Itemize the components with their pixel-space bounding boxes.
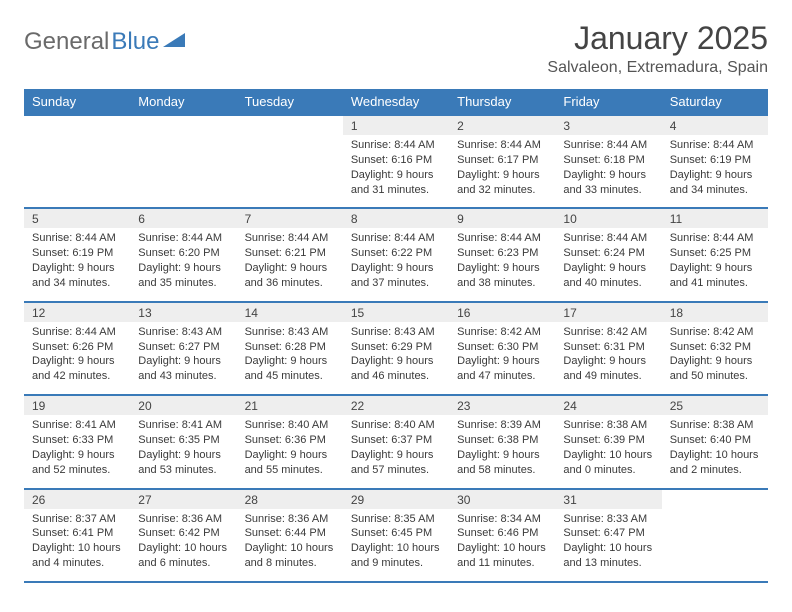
day-detail-cell: Sunrise: 8:44 AMSunset: 6:20 PMDaylight:… <box>130 228 236 301</box>
day-number-cell: 19 <box>24 395 130 415</box>
day-detail-cell: Sunrise: 8:44 AMSunset: 6:17 PMDaylight:… <box>449 135 555 208</box>
day-number-cell: 23 <box>449 395 555 415</box>
dayname-header: Tuesday <box>237 89 343 115</box>
day-number-cell: 11 <box>662 208 768 228</box>
day-number-cell: 27 <box>130 489 236 509</box>
day-number-cell <box>130 115 236 135</box>
day-detail-cell: Sunrise: 8:44 AMSunset: 6:22 PMDaylight:… <box>343 228 449 301</box>
day-number-cell: 16 <box>449 302 555 322</box>
day-detail-cell: Sunrise: 8:44 AMSunset: 6:26 PMDaylight:… <box>24 322 130 395</box>
day-number-cell <box>24 115 130 135</box>
day-detail-cell: Sunrise: 8:37 AMSunset: 6:41 PMDaylight:… <box>24 509 130 582</box>
dayname-header: Monday <box>130 89 236 115</box>
day-number-cell: 10 <box>555 208 661 228</box>
day-detail-cell: Sunrise: 8:39 AMSunset: 6:38 PMDaylight:… <box>449 415 555 488</box>
day-number-cell: 25 <box>662 395 768 415</box>
day-number-cell <box>237 115 343 135</box>
day-detail-cell: Sunrise: 8:36 AMSunset: 6:44 PMDaylight:… <box>237 509 343 582</box>
day-detail-cell: Sunrise: 8:35 AMSunset: 6:45 PMDaylight:… <box>343 509 449 582</box>
day-number-cell: 6 <box>130 208 236 228</box>
day-number-cell: 2 <box>449 115 555 135</box>
day-detail-cell: Sunrise: 8:38 AMSunset: 6:39 PMDaylight:… <box>555 415 661 488</box>
day-detail-cell: Sunrise: 8:44 AMSunset: 6:18 PMDaylight:… <box>555 135 661 208</box>
day-detail-cell: Sunrise: 8:38 AMSunset: 6:40 PMDaylight:… <box>662 415 768 488</box>
month-title: January 2025 <box>547 20 768 57</box>
day-number-cell: 5 <box>24 208 130 228</box>
day-detail-cell: Sunrise: 8:36 AMSunset: 6:42 PMDaylight:… <box>130 509 236 582</box>
day-number-cell: 9 <box>449 208 555 228</box>
day-detail-cell: Sunrise: 8:44 AMSunset: 6:25 PMDaylight:… <box>662 228 768 301</box>
day-detail-cell <box>662 509 768 582</box>
day-detail-cell: Sunrise: 8:33 AMSunset: 6:47 PMDaylight:… <box>555 509 661 582</box>
day-number-cell: 13 <box>130 302 236 322</box>
day-number-cell: 30 <box>449 489 555 509</box>
day-number-cell: 29 <box>343 489 449 509</box>
logo-triangle-icon <box>163 31 185 54</box>
logo-text-blue: Blue <box>111 28 159 56</box>
day-number-cell: 21 <box>237 395 343 415</box>
day-number-cell: 17 <box>555 302 661 322</box>
dayname-header: Sunday <box>24 89 130 115</box>
logo: General Blue <box>24 28 185 56</box>
day-detail-cell: Sunrise: 8:34 AMSunset: 6:46 PMDaylight:… <box>449 509 555 582</box>
day-number-cell: 8 <box>343 208 449 228</box>
day-number-cell: 18 <box>662 302 768 322</box>
day-number-cell: 1 <box>343 115 449 135</box>
day-detail-cell: Sunrise: 8:42 AMSunset: 6:32 PMDaylight:… <box>662 322 768 395</box>
day-number-cell: 7 <box>237 208 343 228</box>
calendar-table: SundayMondayTuesdayWednesdayThursdayFrid… <box>24 89 768 583</box>
day-number-cell: 14 <box>237 302 343 322</box>
location: Salvaleon, Extremadura, Spain <box>547 59 768 77</box>
day-number-cell: 28 <box>237 489 343 509</box>
day-detail-cell: Sunrise: 8:40 AMSunset: 6:36 PMDaylight:… <box>237 415 343 488</box>
day-detail-cell: Sunrise: 8:44 AMSunset: 6:19 PMDaylight:… <box>24 228 130 301</box>
day-detail-cell: Sunrise: 8:44 AMSunset: 6:19 PMDaylight:… <box>662 135 768 208</box>
logo-text-general: General <box>24 28 109 56</box>
day-number-cell <box>662 489 768 509</box>
dayname-header: Saturday <box>662 89 768 115</box>
day-number-cell: 4 <box>662 115 768 135</box>
day-detail-cell: Sunrise: 8:42 AMSunset: 6:30 PMDaylight:… <box>449 322 555 395</box>
day-number-cell: 15 <box>343 302 449 322</box>
day-detail-cell: Sunrise: 8:43 AMSunset: 6:28 PMDaylight:… <box>237 322 343 395</box>
day-number-cell: 31 <box>555 489 661 509</box>
day-detail-cell: Sunrise: 8:44 AMSunset: 6:23 PMDaylight:… <box>449 228 555 301</box>
day-detail-cell: Sunrise: 8:43 AMSunset: 6:27 PMDaylight:… <box>130 322 236 395</box>
day-detail-cell <box>237 135 343 208</box>
day-detail-cell: Sunrise: 8:44 AMSunset: 6:24 PMDaylight:… <box>555 228 661 301</box>
day-detail-cell: Sunrise: 8:43 AMSunset: 6:29 PMDaylight:… <box>343 322 449 395</box>
day-number-cell: 20 <box>130 395 236 415</box>
day-detail-cell <box>24 135 130 208</box>
dayname-header: Wednesday <box>343 89 449 115</box>
day-number-cell: 3 <box>555 115 661 135</box>
day-detail-cell: Sunrise: 8:44 AMSunset: 6:16 PMDaylight:… <box>343 135 449 208</box>
day-detail-cell: Sunrise: 8:42 AMSunset: 6:31 PMDaylight:… <box>555 322 661 395</box>
day-detail-cell: Sunrise: 8:41 AMSunset: 6:35 PMDaylight:… <box>130 415 236 488</box>
day-detail-cell <box>130 135 236 208</box>
day-number-cell: 24 <box>555 395 661 415</box>
day-detail-cell: Sunrise: 8:41 AMSunset: 6:33 PMDaylight:… <box>24 415 130 488</box>
day-detail-cell: Sunrise: 8:40 AMSunset: 6:37 PMDaylight:… <box>343 415 449 488</box>
dayname-header: Thursday <box>449 89 555 115</box>
day-number-cell: 22 <box>343 395 449 415</box>
day-number-cell: 26 <box>24 489 130 509</box>
dayname-header: Friday <box>555 89 661 115</box>
day-number-cell: 12 <box>24 302 130 322</box>
day-detail-cell: Sunrise: 8:44 AMSunset: 6:21 PMDaylight:… <box>237 228 343 301</box>
